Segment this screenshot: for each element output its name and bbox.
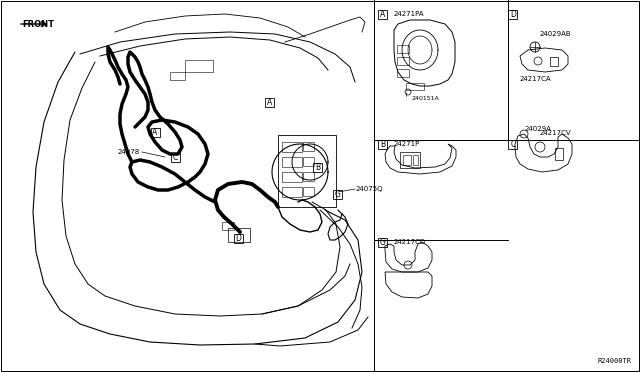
Bar bbox=[378, 237, 387, 247]
Bar bbox=[222, 222, 234, 230]
Bar bbox=[282, 157, 302, 167]
Bar bbox=[509, 10, 518, 19]
Bar bbox=[378, 140, 387, 148]
Text: 24271PA: 24271PA bbox=[394, 11, 424, 17]
Text: 24217CD: 24217CD bbox=[394, 239, 426, 245]
Bar bbox=[555, 148, 563, 160]
Text: D: D bbox=[510, 10, 516, 19]
Text: C: C bbox=[172, 153, 178, 161]
Text: G: G bbox=[380, 237, 386, 247]
Bar bbox=[397, 57, 409, 65]
Bar bbox=[170, 153, 179, 161]
Bar bbox=[378, 10, 387, 19]
Text: D: D bbox=[235, 234, 241, 243]
Bar bbox=[413, 155, 418, 165]
Bar bbox=[314, 163, 323, 171]
Text: C: C bbox=[510, 140, 516, 148]
Text: B: B bbox=[380, 140, 385, 148]
Text: G: G bbox=[335, 189, 341, 199]
Bar bbox=[266, 97, 275, 106]
Text: R24000TR: R24000TR bbox=[598, 358, 632, 364]
Text: A: A bbox=[152, 128, 157, 137]
Bar bbox=[400, 152, 420, 168]
Bar bbox=[170, 72, 185, 80]
Text: 24029AB: 24029AB bbox=[540, 31, 572, 37]
Bar bbox=[282, 172, 302, 182]
Bar bbox=[234, 234, 243, 243]
Text: 24217CA: 24217CA bbox=[520, 76, 552, 82]
Bar bbox=[185, 60, 213, 72]
Text: 24078: 24078 bbox=[118, 149, 140, 155]
Bar bbox=[397, 69, 409, 77]
Bar bbox=[550, 57, 558, 66]
Bar bbox=[509, 140, 518, 148]
Text: 24029A: 24029A bbox=[525, 126, 552, 132]
Text: B: B bbox=[316, 163, 321, 171]
Bar bbox=[397, 45, 409, 53]
Bar bbox=[228, 228, 250, 242]
Text: 24217CV: 24217CV bbox=[540, 130, 572, 136]
Bar bbox=[406, 83, 424, 90]
Text: 24075Q: 24075Q bbox=[356, 186, 383, 192]
Bar bbox=[282, 187, 302, 197]
Text: A: A bbox=[268, 97, 273, 106]
Bar bbox=[150, 128, 159, 137]
Bar bbox=[282, 142, 302, 152]
Text: 24271P: 24271P bbox=[394, 141, 420, 147]
Text: A: A bbox=[380, 10, 386, 19]
Text: 240151A: 240151A bbox=[412, 96, 440, 101]
Bar bbox=[278, 135, 336, 207]
Bar bbox=[333, 189, 342, 199]
Bar bbox=[403, 155, 411, 165]
Text: FRONT: FRONT bbox=[22, 19, 54, 29]
